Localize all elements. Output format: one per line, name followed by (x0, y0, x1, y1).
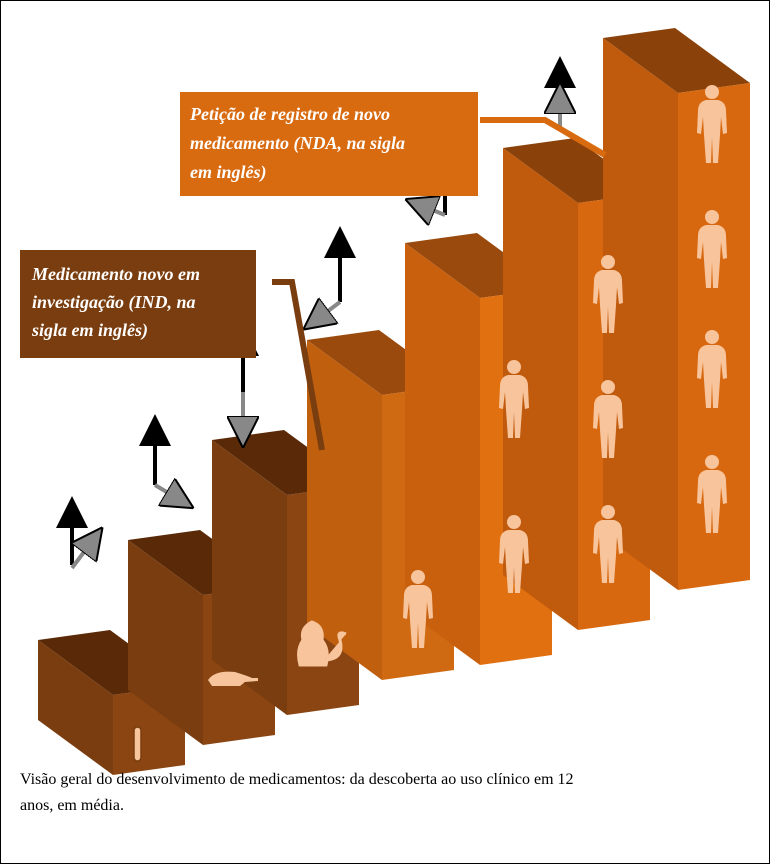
label-line: investigação (IND, na (32, 292, 196, 313)
label-line: Medicamento novo em (31, 264, 200, 284)
figure: Medicamento novo em investigação (IND, n… (0, 0, 770, 864)
caption: anos, em média. (20, 797, 124, 814)
label-line: Petição de registro de novo (189, 104, 390, 124)
caption: Visão geral do desenvolvimento de medica… (20, 771, 574, 788)
ind-label: Medicamento novo em investigação (IND, n… (20, 250, 256, 358)
label-line: medicamento (NDA, na sigla (190, 133, 405, 154)
label-line: em inglês) (190, 162, 267, 183)
nda-label: Petição de registro de novo medicamento … (180, 92, 478, 196)
label-line: sigla em inglês) (31, 320, 148, 341)
